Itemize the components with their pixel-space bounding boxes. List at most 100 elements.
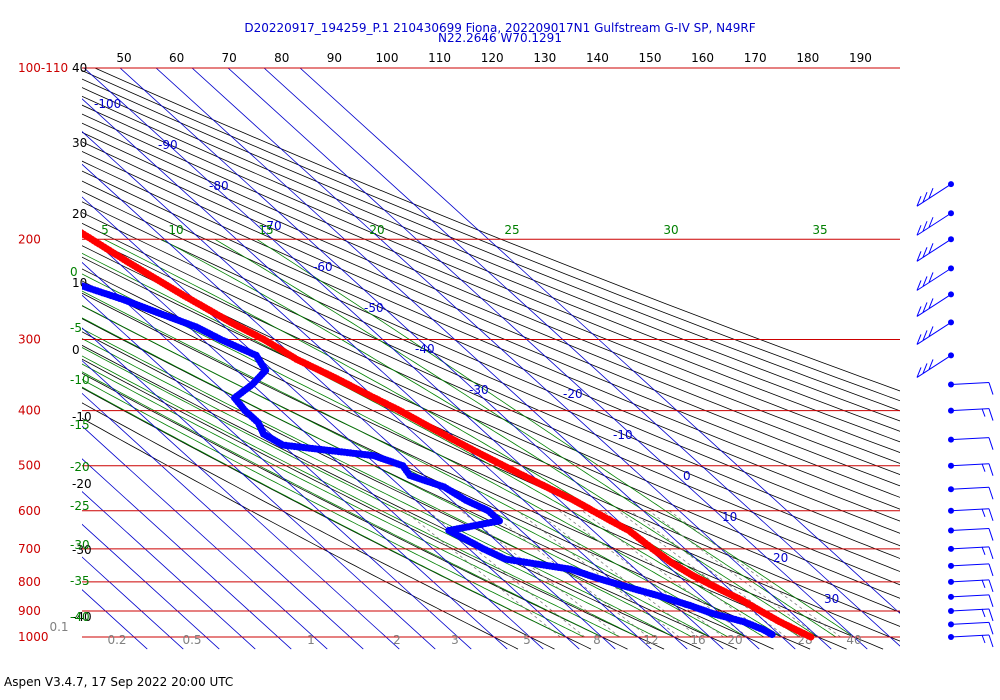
top-axis-tick-label: 90 — [327, 51, 342, 65]
dewpoint-point — [38, 268, 45, 275]
dewpoint-point — [52, 273, 59, 280]
temperature-point — [29, 196, 36, 203]
left-axis-dry-label: -10 — [72, 410, 92, 424]
wind-barb-flag — [988, 546, 994, 560]
pressure-label: 400 — [18, 404, 41, 418]
mixing-ratio-label: 0.5 — [182, 633, 201, 647]
wind-barb-shaft — [916, 183, 952, 207]
dry-adiabat-line — [82, 87, 900, 422]
pressure-label: 1000 — [18, 630, 49, 644]
temperature-profile — [26, 194, 815, 641]
isotherm-line — [299, 68, 900, 614]
isotherm-line — [82, 327, 436, 650]
software-version-footer: Aspen V3.4.7, 17 Sep 2022 20:00 UTC — [4, 675, 234, 689]
wind-barb-shaft — [916, 322, 952, 345]
dewpoint-point — [55, 274, 62, 281]
isotherm-line — [82, 98, 688, 650]
temperature-point — [31, 198, 38, 205]
wind-barb-flag — [916, 251, 922, 262]
temperature-point — [26, 194, 33, 201]
isotherm-label: -90 — [158, 138, 178, 152]
wind-barb-shaft — [950, 408, 990, 412]
pressure-label: 800 — [18, 575, 41, 589]
wind-barb-flag — [922, 302, 928, 313]
moist-adiabat-label: 10 — [168, 223, 183, 237]
dewpoint-point — [57, 275, 64, 282]
top-axis-tick-label: 140 — [586, 51, 609, 65]
wind-barb-shaft — [950, 486, 990, 490]
temperature-point — [68, 223, 75, 230]
isotherm-label: -30 — [469, 383, 489, 397]
wind-barb-shaft — [916, 238, 952, 262]
top-axis-tick-label: 120 — [481, 51, 504, 65]
moist-adiabat-label: 25 — [504, 223, 519, 237]
wind-barb-flag — [916, 367, 922, 378]
dry-adiabat-line — [82, 170, 900, 522]
isotherm-line — [82, 491, 256, 650]
temperature-point — [73, 226, 80, 233]
mixing-ratio-line — [669, 510, 841, 638]
top-axis-tick-label: 100 — [376, 51, 399, 65]
temperature-point — [807, 633, 815, 641]
wind-barb-flag — [988, 382, 994, 395]
dry-adiabat-line — [82, 113, 900, 453]
wind-barb-flag — [981, 634, 986, 644]
pressure-label: 700 — [18, 542, 41, 556]
isotherm-line — [83, 68, 724, 650]
dry-adiabat-line — [82, 180, 900, 534]
wind-barb-flag — [922, 247, 928, 258]
top-axis-tick-label: 190 — [849, 51, 872, 65]
top-axis-tick-label: 130 — [533, 51, 556, 65]
isotherm-label: -50 — [364, 301, 384, 315]
isotherms — [82, 68, 900, 650]
dry-adiabat-line — [82, 78, 900, 412]
isotherm-line — [82, 392, 364, 650]
mixing-ratio-line — [404, 510, 561, 638]
wind-barb-shaft — [950, 579, 990, 583]
temperature-point — [34, 199, 41, 206]
isotherm-label: -70 — [262, 219, 282, 233]
temperature-point — [41, 204, 48, 211]
top-axis-tick-label: 50 — [116, 51, 131, 65]
mixing-ratio-label: 0.2 — [107, 633, 126, 647]
temperature-point — [65, 221, 72, 228]
wind-barb-flag — [928, 243, 934, 254]
temperature-point — [46, 208, 53, 215]
wind-barb-flag — [988, 622, 994, 635]
wind-barb-flag — [988, 634, 994, 648]
left-axis-moist-label: -40 — [70, 610, 90, 624]
dewpoint-point — [60, 276, 67, 283]
dry-adiabat-line — [82, 131, 900, 475]
left-axis-moist-label: -25 — [70, 499, 90, 513]
wind-barb-shaft — [950, 594, 990, 598]
wind-barb-shaft — [916, 294, 952, 317]
left-axis-moist-label: 0 — [70, 265, 78, 279]
wind-barb-flag — [928, 187, 934, 199]
isotherm-line — [82, 360, 400, 650]
wind-barb-flag — [988, 463, 994, 476]
dry-adiabat-line — [82, 233, 900, 599]
wind-barb-flag — [928, 298, 934, 309]
top-axis-tick-label: 60 — [169, 51, 184, 65]
wind-barb-flag — [928, 326, 934, 337]
isotherm-line — [82, 425, 328, 650]
wind-barb-shaft — [950, 382, 990, 386]
dry-adiabat-line — [82, 318, 774, 650]
isotherm-label: -40 — [415, 342, 435, 356]
isotherm-line — [82, 261, 508, 650]
left-axis-moist-label: -10 — [70, 373, 90, 387]
mixing-ratio-label: 3 — [451, 633, 459, 647]
wind-barb-flag — [988, 437, 994, 450]
wind-barb-flag — [922, 330, 928, 341]
isotherm-label: -100 — [94, 97, 121, 111]
wind-barb-shaft — [950, 563, 990, 567]
dewpoint-point — [768, 630, 776, 639]
wind-barb-shaft — [916, 267, 952, 291]
temperature-point — [48, 209, 55, 216]
temperature-point — [60, 218, 67, 225]
wind-barb-shaft — [916, 212, 952, 236]
temperature-point — [36, 201, 43, 208]
moist-adiabat-line — [82, 252, 783, 638]
mixing-ratio-label: 1 — [307, 633, 315, 647]
dry-adiabat-line — [82, 344, 701, 650]
